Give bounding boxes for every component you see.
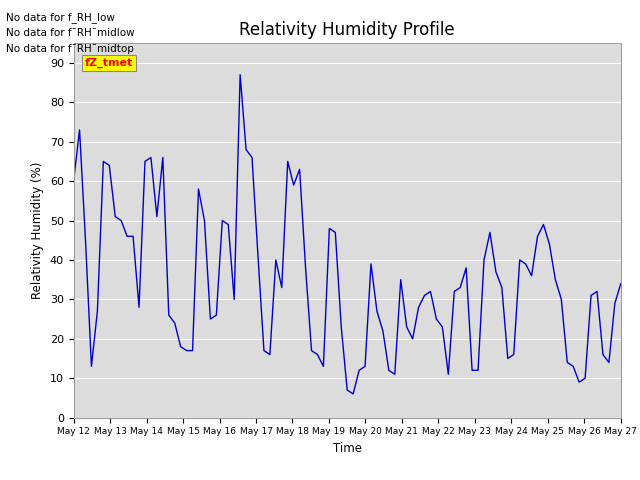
X-axis label: Time: Time — [333, 442, 362, 455]
Text: No data for f¯RH¯midlow: No data for f¯RH¯midlow — [6, 28, 135, 38]
Text: No data for f_RH_low: No data for f_RH_low — [6, 12, 115, 23]
Text: No data for f¯RH¯midtop: No data for f¯RH¯midtop — [6, 44, 134, 54]
Text: fZ_tmet: fZ_tmet — [84, 58, 132, 68]
Y-axis label: Relativity Humidity (%): Relativity Humidity (%) — [31, 162, 44, 299]
Title: Relativity Humidity Profile: Relativity Humidity Profile — [239, 21, 455, 39]
